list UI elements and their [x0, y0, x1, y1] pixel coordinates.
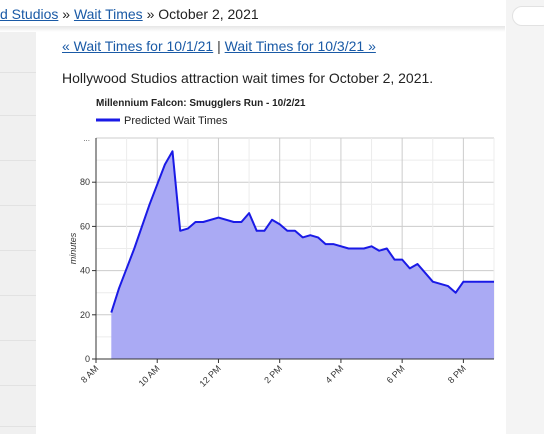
sidebar-item[interactable]	[0, 161, 36, 206]
x-tick-label: 4 PM	[323, 363, 345, 385]
sidebar-item[interactable]	[0, 32, 36, 73]
sidebar-item[interactable]	[0, 296, 36, 341]
data-point	[302, 236, 304, 238]
data-point	[363, 247, 365, 249]
data-point	[263, 230, 265, 232]
data-point	[179, 230, 181, 232]
data-point	[118, 287, 120, 289]
breadcrumb-studios-link[interactable]: d Studios	[0, 6, 59, 22]
x-tick-label: 8 AM	[79, 363, 101, 385]
y-tick-label: 20	[80, 310, 90, 320]
breadcrumb-separator: »	[62, 6, 71, 22]
data-point	[447, 285, 449, 287]
breadcrumb-separator: »	[146, 6, 155, 22]
nav-separator: |	[217, 38, 221, 54]
data-point	[171, 150, 173, 152]
data-point	[478, 281, 480, 283]
data-point	[148, 203, 150, 205]
page-description: Hollywood Studios attraction wait times …	[62, 70, 434, 86]
series-line	[110, 150, 494, 313]
data-point	[248, 212, 250, 214]
data-point	[110, 311, 112, 313]
x-tick-label: 12 PM	[197, 363, 222, 388]
next-day-link[interactable]: Wait Times for 10/3/21 »	[224, 38, 376, 54]
y-tick-label: 40	[80, 266, 90, 276]
data-point	[347, 247, 349, 249]
data-point	[194, 221, 196, 223]
sidebar-item[interactable]	[0, 206, 36, 251]
breadcrumb: d Studios » Wait Times » October 2, 2021	[0, 6, 259, 22]
y-tick-label: 80	[80, 177, 90, 187]
breadcrumb-wait-times-link[interactable]: Wait Times	[73, 6, 143, 22]
top-bar	[0, 0, 544, 30]
data-point	[317, 236, 319, 238]
chart-title: Millennium Falcon: Smugglers Run - 10/2/…	[96, 98, 306, 109]
data-point	[409, 267, 411, 269]
data-point	[386, 247, 388, 249]
data-point	[187, 227, 189, 229]
sidebar-item[interactable]	[0, 341, 36, 386]
sidebar-item[interactable]	[0, 116, 36, 161]
data-point	[164, 163, 166, 165]
y-tick-label: 0	[85, 354, 90, 364]
data-point	[462, 281, 464, 283]
data-point	[217, 216, 219, 218]
data-point	[271, 219, 273, 221]
data-point	[401, 258, 403, 260]
data-point	[324, 243, 326, 245]
data-point	[416, 263, 418, 265]
data-point	[279, 223, 281, 225]
date-navigation: « Wait Times for 10/1/21 | Wait Times fo…	[62, 38, 376, 54]
sidebar-item[interactable]	[0, 251, 36, 296]
y-axis-title: minutes	[68, 232, 78, 264]
y-tick-label: 60	[80, 221, 90, 231]
data-point	[378, 250, 380, 252]
data-point	[393, 258, 395, 260]
x-tick-label: 10 AM	[137, 363, 162, 388]
data-point	[332, 243, 334, 245]
search-field[interactable]	[512, 6, 544, 26]
data-point	[256, 230, 258, 232]
data-point	[286, 230, 288, 232]
data-point	[294, 230, 296, 232]
legend-label: Predicted Wait Times	[124, 115, 228, 127]
breadcrumb-current-date: October 2, 2021	[158, 6, 259, 22]
sidebar-item[interactable]	[0, 386, 36, 427]
left-sidebar	[0, 32, 36, 434]
series-area	[111, 151, 495, 359]
right-sidebar	[506, 0, 544, 434]
x-tick-label: 2 PM	[262, 363, 284, 385]
data-point	[240, 221, 242, 223]
previous-day-link[interactable]: « Wait Times for 10/1/21	[62, 38, 214, 54]
data-point	[370, 245, 372, 247]
wait-times-chart: Millennium Falcon: Smugglers Run - 10/2/…	[68, 98, 495, 389]
data-point	[133, 247, 135, 249]
y-tick-label-top: ...	[83, 134, 90, 143]
data-point	[493, 281, 495, 283]
x-tick-label: 8 PM	[446, 363, 468, 385]
x-tick-label: 6 PM	[385, 363, 407, 385]
data-point	[432, 281, 434, 283]
sidebar-item[interactable]	[0, 73, 36, 116]
data-point	[309, 234, 311, 236]
data-point	[202, 221, 204, 223]
data-point	[455, 292, 457, 294]
data-point	[233, 221, 235, 223]
top-bar-shadow	[0, 26, 505, 32]
